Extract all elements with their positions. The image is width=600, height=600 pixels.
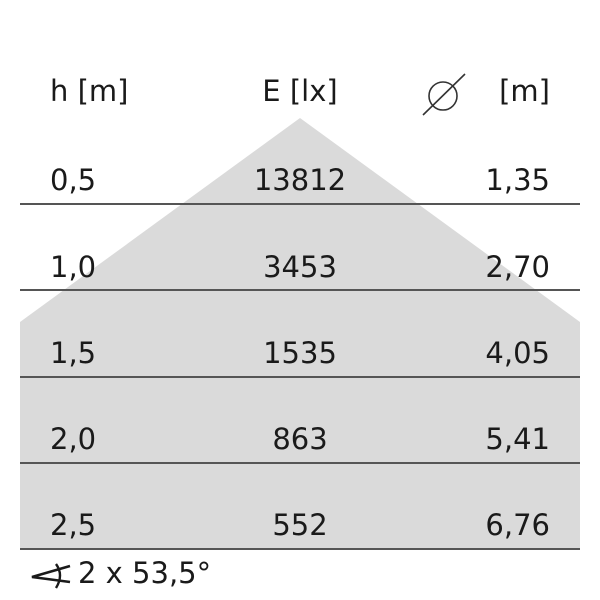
diameter-value: 1,35 xyxy=(485,163,550,197)
illuminance-value: 552 xyxy=(272,508,328,542)
light-cone xyxy=(20,118,580,549)
height-value: 1,0 xyxy=(50,250,97,284)
beam-angle: 2 x 53,5° xyxy=(28,556,211,590)
illuminance-value: 13812 xyxy=(253,163,347,197)
illuminance-value: 3453 xyxy=(263,250,337,284)
angle-icon xyxy=(31,563,71,589)
diameter-value: 4,05 xyxy=(485,336,550,370)
height-value: 1,5 xyxy=(50,336,97,370)
illuminance-value: 863 xyxy=(272,422,328,456)
height-value: 2,5 xyxy=(50,508,97,542)
diameter-value: 6,76 xyxy=(485,508,550,542)
height-value: 2,0 xyxy=(50,422,97,456)
diameter-value: 2,70 xyxy=(485,250,550,284)
header-illuminance: E [lx] xyxy=(262,74,338,108)
beam-angle-text: 2 x 53,5° xyxy=(78,556,212,590)
header-height: h [m] xyxy=(50,74,129,108)
illuminance-value: 1535 xyxy=(263,336,337,370)
height-value: 0,5 xyxy=(50,163,97,197)
diameter-value: 5,41 xyxy=(485,422,550,456)
header-diameter-unit: [m] xyxy=(499,74,550,108)
diameter-icon xyxy=(422,73,466,116)
